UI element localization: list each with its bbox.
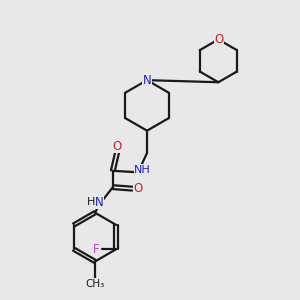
Text: O: O	[214, 33, 224, 46]
Text: CH₃: CH₃	[85, 279, 105, 289]
Text: F: F	[93, 243, 100, 256]
Text: N: N	[95, 196, 104, 208]
Text: NH: NH	[134, 165, 151, 175]
Text: O: O	[113, 140, 122, 153]
Text: N: N	[143, 74, 152, 87]
Text: H: H	[87, 197, 95, 207]
Text: O: O	[134, 182, 143, 195]
